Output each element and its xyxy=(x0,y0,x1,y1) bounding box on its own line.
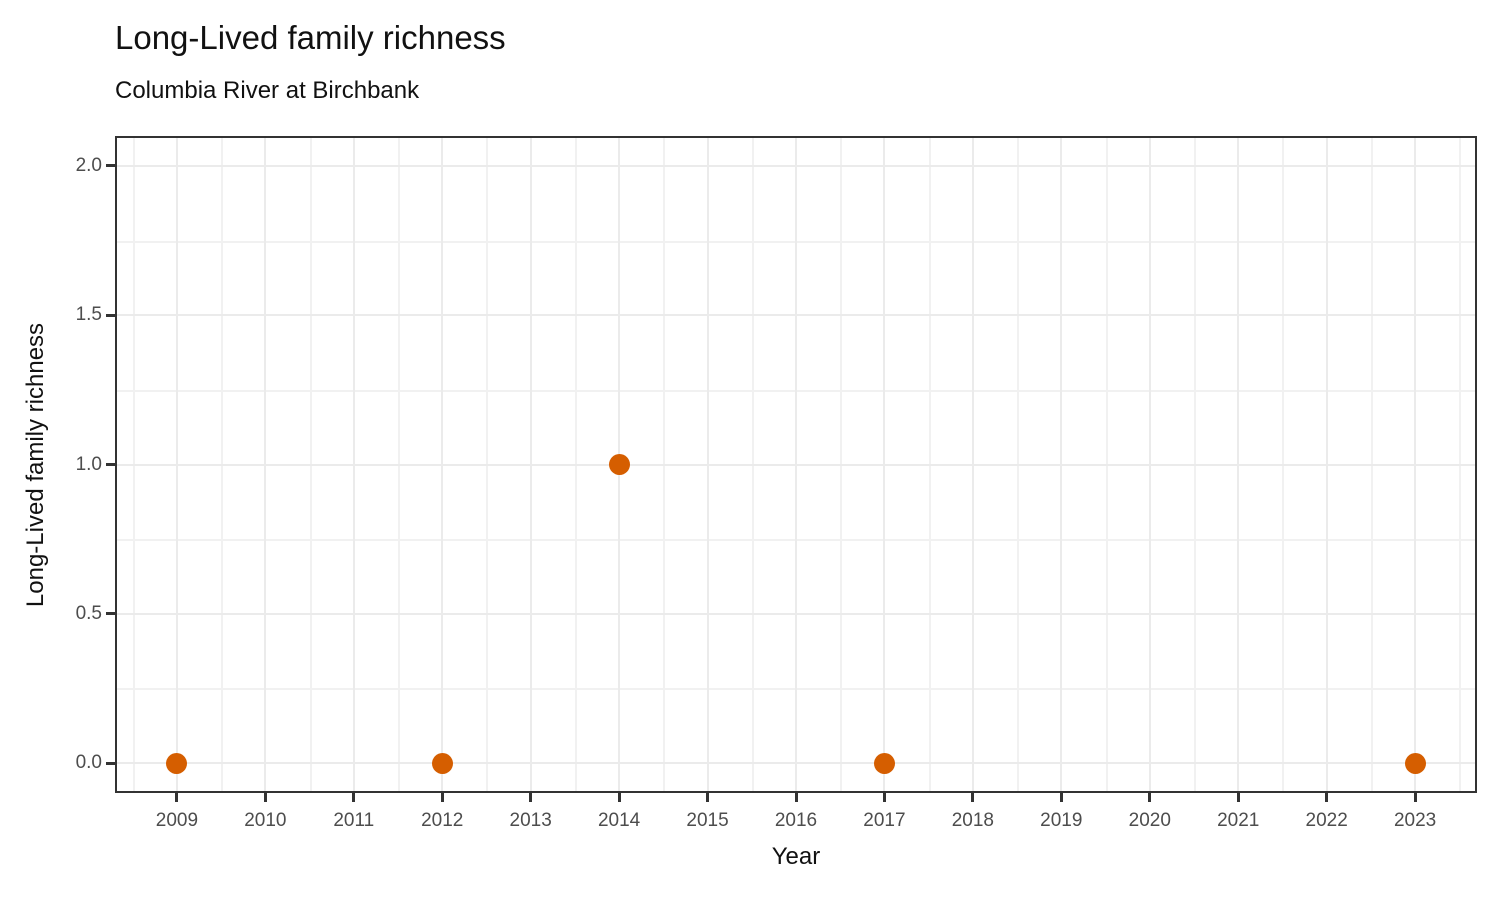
x-tick-mark xyxy=(971,793,975,802)
x-tick-label: 2009 xyxy=(155,810,199,831)
x-tick-label: 2013 xyxy=(509,810,552,831)
x-tick-mark xyxy=(175,793,179,802)
x-tick-mark xyxy=(794,793,798,802)
plot-panel xyxy=(115,136,1477,793)
x-tick-mark xyxy=(1325,793,1329,802)
y-tick-mark xyxy=(106,313,115,317)
x-tick-mark xyxy=(1413,793,1417,802)
x-tick-label: 2010 xyxy=(244,810,287,831)
x-tick-mark xyxy=(440,793,444,802)
grid-major-h xyxy=(117,164,1475,167)
chart-subtitle: Columbia River at Birchbank xyxy=(115,77,420,104)
x-tick-label: 2018 xyxy=(951,810,995,831)
chart-title: Long-Lived family richness xyxy=(115,19,506,56)
x-tick-label: 2011 xyxy=(333,810,375,831)
x-axis-title: Year xyxy=(771,843,821,870)
x-tick-label: 2015 xyxy=(686,810,729,831)
y-tick-mark xyxy=(106,164,115,168)
x-tick-label: 2020 xyxy=(1128,810,1171,831)
x-tick-mark xyxy=(529,793,533,802)
x-tick-mark xyxy=(1059,793,1063,802)
x-tick-mark xyxy=(1148,793,1152,802)
x-tick-label: 2012 xyxy=(421,810,464,831)
x-tick-mark xyxy=(882,793,886,802)
x-tick-label: 2019 xyxy=(1040,810,1083,831)
x-tick-mark xyxy=(352,793,356,802)
y-axis-title: Long-Lived family richness xyxy=(22,322,49,608)
x-tick-label: 2016 xyxy=(774,810,818,831)
grid-major-h xyxy=(117,612,1475,615)
x-tick-mark xyxy=(263,793,267,802)
grid-major-h xyxy=(117,762,1475,765)
x-tick-label: 2014 xyxy=(597,810,641,831)
x-tick-label: 2017 xyxy=(863,810,906,831)
y-tick-mark xyxy=(106,761,115,765)
y-tick-mark xyxy=(106,463,115,466)
x-tick-mark xyxy=(706,793,710,802)
x-tick-mark xyxy=(1236,793,1240,802)
grid-major-h xyxy=(117,314,1475,317)
y-tick-mark xyxy=(106,612,115,616)
x-tick-label: 2023 xyxy=(1393,810,1437,831)
x-tick-label: 2021 xyxy=(1217,810,1260,831)
x-tick-mark xyxy=(617,793,621,802)
x-tick-label: 2022 xyxy=(1305,810,1348,831)
grid-major-h xyxy=(117,463,1475,466)
